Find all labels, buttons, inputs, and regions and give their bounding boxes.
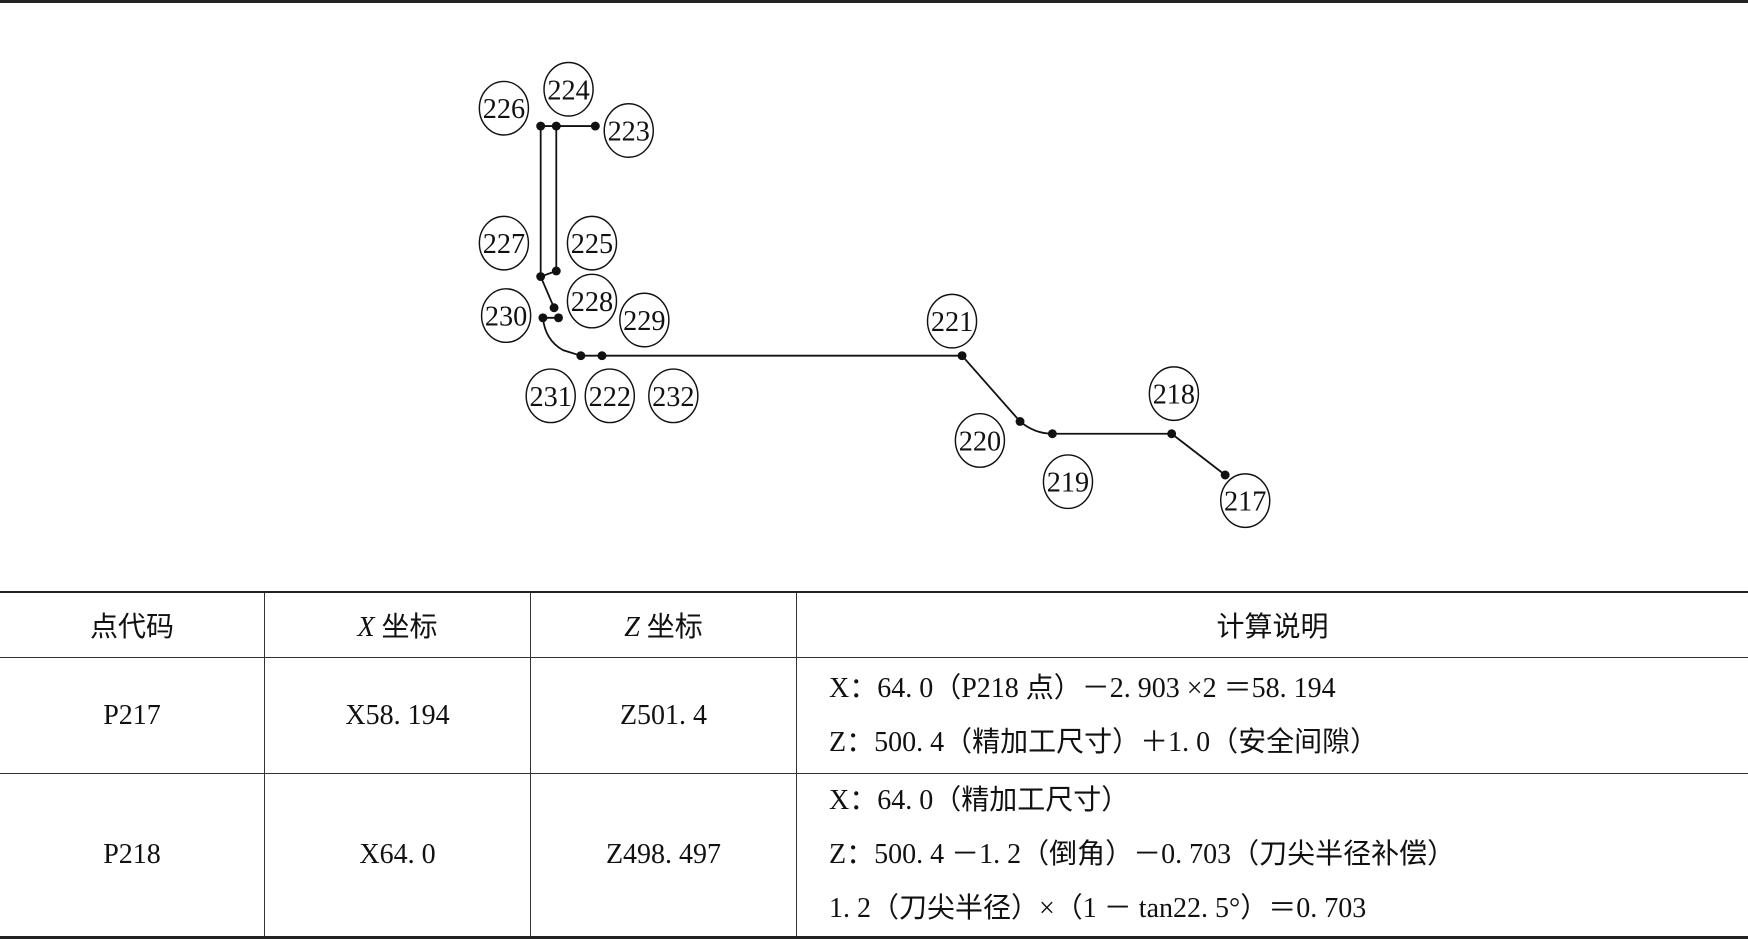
point-222-marker xyxy=(598,351,607,360)
path-segment xyxy=(1020,421,1052,433)
header-label: 坐标 xyxy=(640,612,703,643)
x-coordinate-cell: X58. 194 xyxy=(265,658,531,774)
point-label-225: 225 xyxy=(567,216,616,270)
table-row: P218 X64. 0 Z498. 497 X：64. 0（精加工尺寸） Z：5… xyxy=(0,774,1748,938)
label-text: 229 xyxy=(623,305,665,337)
point-label-219: 219 xyxy=(1043,455,1092,509)
label-text: 228 xyxy=(571,286,613,318)
path-segment xyxy=(1172,434,1226,475)
label-text: 220 xyxy=(959,425,1001,457)
point-229-marker xyxy=(554,313,563,322)
point-label-222: 222 xyxy=(585,369,634,423)
label-text: 221 xyxy=(931,306,973,338)
note-line: Z：500. 4（精加工尺寸）＋1. 0（安全间隙） xyxy=(829,716,1748,770)
label-text: 218 xyxy=(1153,379,1195,411)
point-label-232: 232 xyxy=(649,369,698,423)
z-coordinate-cell: Z501. 4 xyxy=(531,658,797,774)
header-x-coordinate: X 坐标 xyxy=(265,592,531,658)
point-label-228: 228 xyxy=(567,274,616,328)
label-text: 217 xyxy=(1224,486,1266,518)
label-text: 231 xyxy=(530,381,572,413)
coordinate-table: 点代码 X 坐标 Z 坐标 计算说明 P217 X58. 194 Z501. 4… xyxy=(0,591,1748,939)
path-segment xyxy=(543,318,581,356)
point-218-marker xyxy=(1167,429,1176,438)
label-text: 222 xyxy=(589,381,631,413)
header-z-coordinate: Z 坐标 xyxy=(531,592,797,658)
point-217-marker xyxy=(1221,471,1230,480)
header-label: 坐标 xyxy=(375,612,438,643)
label-text: 227 xyxy=(483,228,525,260)
path-segment xyxy=(962,356,1020,422)
note-line: 1. 2（刀尖半径）×（1 － tan22. 5°）＝0. 703 xyxy=(829,882,1748,936)
point-label-227: 227 xyxy=(479,216,528,270)
label-text: 219 xyxy=(1047,467,1089,499)
x-coordinate-cell: X64. 0 xyxy=(265,774,531,938)
point-label-226: 226 xyxy=(479,81,528,135)
x-axis-symbol: X xyxy=(357,612,374,643)
point-227-marker xyxy=(536,272,545,281)
note-line: X：64. 0（P218 点）－2. 903 ×2 ＝58. 194 xyxy=(829,662,1748,716)
point-label-218: 218 xyxy=(1149,367,1198,421)
toolpath-diagram: 217 218 219 220 221 222 223 224 225 226 227 228 229 2… xyxy=(0,0,1748,591)
point-230-marker xyxy=(538,313,547,322)
header-point-code: 点代码 xyxy=(0,592,265,658)
table-header-row: 点代码 X 坐标 Z 坐标 计算说明 xyxy=(0,592,1748,658)
point-label-220: 220 xyxy=(955,414,1004,468)
point-code-cell: P217 xyxy=(0,658,265,774)
label-text: 223 xyxy=(608,116,650,148)
header-calculation-notes: 计算说明 xyxy=(797,592,1748,658)
label-text: 232 xyxy=(652,381,694,413)
point-220-marker xyxy=(1016,417,1025,426)
point-219-marker xyxy=(1048,429,1057,438)
label-text: 226 xyxy=(483,93,525,125)
label-text: 225 xyxy=(571,228,613,260)
calculation-notes-cell: X：64. 0（精加工尺寸） Z：500. 4 －1. 2（倒角）－0. 703… xyxy=(797,774,1748,938)
point-label-224: 224 xyxy=(544,63,593,117)
point-228-marker xyxy=(550,303,559,312)
label-text: 230 xyxy=(485,301,527,333)
z-axis-symbol: Z xyxy=(624,612,640,643)
note-line: Z：500. 4 －1. 2（倒角）－0. 703（刀尖半径补偿） xyxy=(829,828,1748,882)
point-221-marker xyxy=(958,351,967,360)
point-label-230: 230 xyxy=(482,289,531,343)
point-224-marker xyxy=(552,122,561,131)
z-coordinate-cell: Z498. 497 xyxy=(531,774,797,938)
calculation-notes-cell: X：64. 0（P218 点）－2. 903 ×2 ＝58. 194 Z：500… xyxy=(797,658,1748,774)
point-226-marker xyxy=(536,122,545,131)
point-223-marker xyxy=(591,122,600,131)
point-231-marker xyxy=(576,351,585,360)
point-label-221: 221 xyxy=(928,294,977,348)
table-row: P217 X58. 194 Z501. 4 X：64. 0（P218 点）－2.… xyxy=(0,658,1748,774)
point-label-217: 217 xyxy=(1221,474,1270,528)
note-line: X：64. 0（精加工尺寸） xyxy=(829,774,1748,828)
point-225-marker xyxy=(552,267,561,276)
point-label-231: 231 xyxy=(526,369,575,423)
point-label-229: 229 xyxy=(620,293,669,347)
point-label-223: 223 xyxy=(604,104,653,158)
point-code-cell: P218 xyxy=(0,774,265,938)
label-text: 224 xyxy=(547,74,590,106)
path-segment xyxy=(541,277,554,308)
